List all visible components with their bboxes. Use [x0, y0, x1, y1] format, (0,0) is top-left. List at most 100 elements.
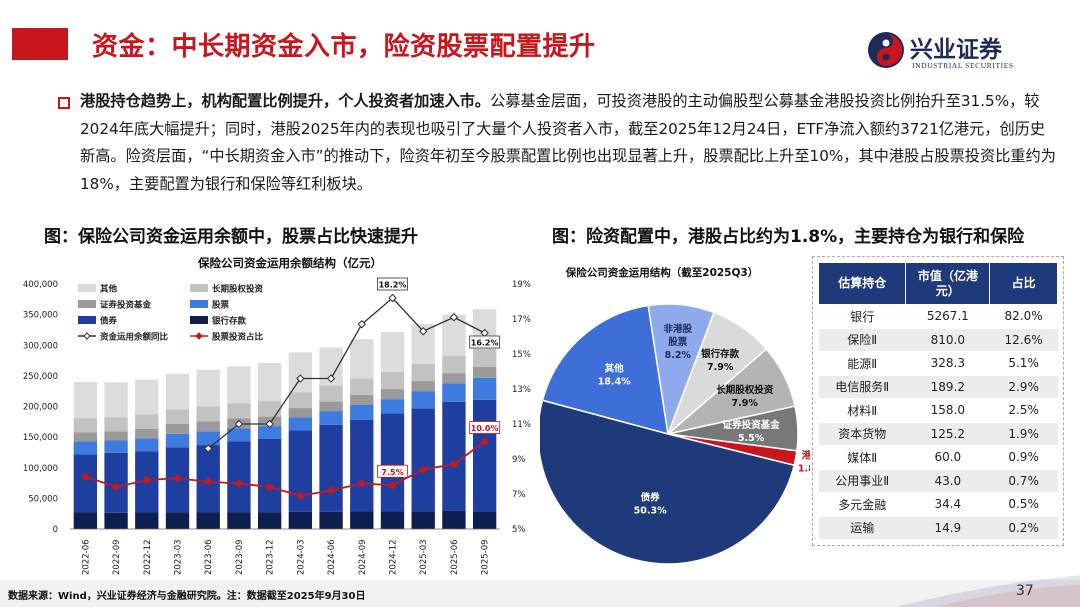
- left-figure-title: 图：保险公司资金运用余额中，股票占比快速提升: [44, 227, 418, 247]
- allocation-balance-chart: 保险公司资金运用余额结构（亿元） 0 50,000 100,000 150,000 200…: [23, 256, 531, 575]
- pie-chart-title: 保险公司资金运用结构（截至2025Q3）: [565, 266, 758, 279]
- line-series: [85, 440, 486, 497]
- bar-segment: [104, 382, 128, 418]
- x-tick-label: 2024-03: [296, 539, 306, 575]
- bar-segment: [472, 377, 497, 400]
- bar-segment: [104, 452, 128, 513]
- bar-segment: [472, 366, 497, 378]
- holding-name-cell: 材料Ⅱ: [818, 398, 906, 423]
- y2-tick-label: 15%: [512, 350, 531, 360]
- holding-value-cell: 189.2: [905, 375, 990, 399]
- holding-share-cell: 12.6%: [989, 328, 1058, 352]
- y2-tick-label: 7%: [512, 490, 526, 500]
- x-tick-label: 2022-06: [81, 539, 91, 575]
- pie-slice-label: 股票: [668, 336, 688, 348]
- bar-segment: [472, 399, 497, 512]
- holdings-table-row: 媒体Ⅱ 60.0 0.9%: [818, 445, 1058, 470]
- bar-segment: [73, 441, 98, 455]
- bar-segment: [411, 511, 435, 529]
- legend-label: 股票: [212, 300, 230, 311]
- pie-slice-label: 债券: [641, 492, 661, 504]
- summary-body: 公募基金层面，可投资港股的主动偏股型公募基金港股投资比例抬升至31.5%，较20…: [80, 92, 1056, 193]
- bar-segment: [442, 401, 466, 511]
- bar-segment: [135, 428, 159, 439]
- bar-segment: [319, 385, 343, 402]
- holding-value-cell: 810.0: [905, 328, 990, 352]
- holding-name-cell: 运输: [818, 516, 906, 540]
- right-figure-title: 图：险资配置中，港股占比约为1.8%，主要持仓为银行和保险: [552, 227, 1025, 247]
- x-tick-label: 2024-12: [389, 539, 399, 575]
- pie-slice-label: 1.8%: [798, 463, 810, 474]
- holding-value-cell: 158.0: [905, 398, 990, 423]
- legend-label: 股票投资占比: [212, 332, 264, 343]
- line-point: [326, 486, 336, 495]
- line-point: [388, 481, 397, 490]
- bar-segment: [73, 418, 98, 433]
- bar-segment: [319, 411, 343, 425]
- holding-value-cell: 328.3: [905, 351, 990, 376]
- annotation-label: 7.5%: [381, 468, 403, 477]
- line-point: [419, 327, 428, 336]
- bar-segment: [442, 373, 466, 384]
- line-point: [296, 374, 305, 383]
- pie-slice-label: 非港股: [664, 323, 693, 335]
- y2-tick-label: 11%: [512, 420, 531, 430]
- line-point: [111, 482, 121, 492]
- bar-segment: [411, 363, 435, 382]
- annotation-box: [377, 277, 408, 291]
- bar-segment: [472, 511, 497, 529]
- bar-segment: [319, 401, 343, 412]
- x-tick-label-group: 2025-03: [419, 539, 429, 575]
- bar-segment: [227, 441, 251, 513]
- bar-segment: [288, 352, 313, 393]
- pie-slice-label: 8.2%: [665, 350, 692, 361]
- bar-segment: [257, 512, 282, 529]
- bar-segment: [411, 324, 435, 364]
- x-tick-label-group: 2024-03: [296, 539, 306, 575]
- line-point: [265, 482, 274, 492]
- holding-name-cell: 银行: [818, 304, 906, 329]
- holding-name-cell: 电信服务Ⅱ: [818, 375, 906, 399]
- line-point: [81, 472, 90, 481]
- pie-slice-label: 其他: [605, 362, 625, 374]
- data-source-note: 数据来源：Wind，兴业证券经济与金融研究院。注：数据截至2025年9月30日: [8, 591, 366, 602]
- summary-paragraph: 港股持仓趋势上，机构配置比例提升，个人投资者加速入市。公募基金层面，可投资港股的…: [80, 88, 1060, 198]
- x-tick-label: 2023-09: [235, 539, 245, 575]
- holding-name-cell: 媒体Ⅱ: [818, 445, 906, 470]
- legend-marker: [195, 332, 203, 340]
- holdings-col-value-label: 市值（亿港元）: [917, 268, 978, 298]
- bar-segment: [288, 430, 313, 512]
- line-point: [296, 491, 305, 500]
- bar-segment: [380, 389, 405, 400]
- bar-segment: [257, 438, 282, 513]
- holdings-table-row: 资本货物 125.2 1.9%: [818, 422, 1058, 446]
- holdings-table-row: 电信服务Ⅱ 189.2 2.9%: [818, 375, 1058, 399]
- logo-text-en: INDUSTRIAL SECURITIES: [912, 61, 1014, 70]
- y2-tick-label: 9%: [512, 455, 526, 465]
- pie-slice-label: 港股: [802, 449, 810, 461]
- pie-slice-label: 银行存款: [701, 348, 740, 360]
- holding-share-cell: 1.9%: [989, 422, 1058, 446]
- bar-segment: [104, 431, 128, 441]
- x-tick-label: 2022-09: [112, 539, 122, 575]
- bar-segment: [380, 371, 405, 390]
- legend-swatch: [78, 284, 96, 292]
- bar-segment: [288, 417, 313, 431]
- legend-label: 银行存款: [211, 316, 247, 327]
- x-tick-label: 2025-03: [419, 539, 429, 575]
- bar-segment: [411, 391, 435, 409]
- y2-tick-label: 5%: [512, 525, 526, 535]
- annotation-label: 16.2%: [471, 339, 499, 348]
- line-point: [419, 465, 428, 474]
- bar-segment: [227, 428, 251, 442]
- line-point: [388, 293, 397, 303]
- holding-share-cell: 82.0%: [989, 304, 1058, 329]
- x-tick-label-group: 2023-12: [266, 539, 276, 575]
- bar-segment: [288, 392, 313, 409]
- legend-swatch: [78, 300, 96, 308]
- bar-segment: [442, 314, 466, 356]
- bar-segment: [227, 403, 251, 419]
- bar-segment: [196, 512, 220, 529]
- bar-segment: [350, 404, 374, 420]
- holding-share-cell: 0.2%: [989, 516, 1058, 540]
